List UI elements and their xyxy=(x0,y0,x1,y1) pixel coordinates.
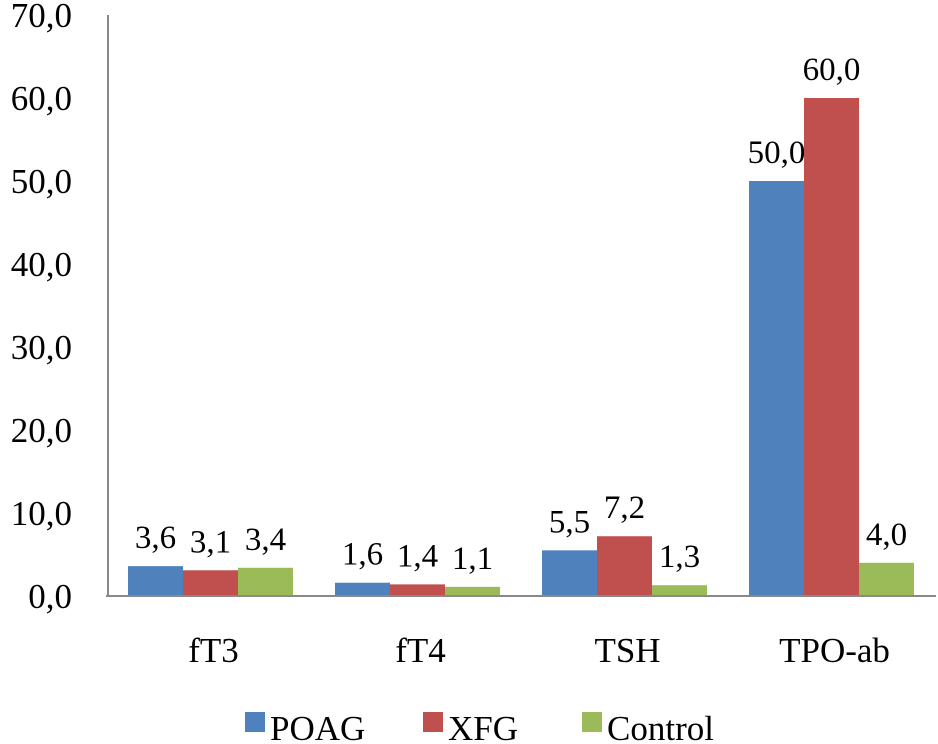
bar-control-ft3 xyxy=(238,567,293,596)
y-tick-label: 70,0 xyxy=(11,0,72,35)
bar-xfg-ft3 xyxy=(183,570,238,596)
data-label: 1,3 xyxy=(659,539,700,575)
x-tick-label: fT4 xyxy=(395,631,446,670)
y-tick-label: 50,0 xyxy=(11,162,72,201)
y-tick-label: 10,0 xyxy=(11,494,72,533)
x-tick-label: TPO-ab xyxy=(779,631,890,670)
legend-swatch-control xyxy=(582,712,602,732)
x-tick-label: fT3 xyxy=(188,631,239,670)
bar-poag-tpo-ab xyxy=(749,181,804,596)
x-tick-label: TSH xyxy=(594,631,660,670)
data-label: 7,2 xyxy=(604,490,645,526)
bar-xfg-tsh xyxy=(597,536,652,596)
legend-label: XFG xyxy=(448,709,518,744)
data-label: 3,4 xyxy=(245,522,286,558)
legend-swatch-xfg xyxy=(423,712,443,732)
data-label: 4,0 xyxy=(866,517,907,553)
data-label: 60,0 xyxy=(803,52,861,88)
bar-control-tpo-ab xyxy=(859,562,914,596)
y-tick-label: 40,0 xyxy=(11,245,72,284)
y-tick-label: 0,0 xyxy=(28,577,72,616)
y-tick-label: 20,0 xyxy=(11,411,72,450)
data-label: 3,1 xyxy=(190,524,231,560)
data-label: 3,6 xyxy=(135,520,176,556)
data-label: 50,0 xyxy=(748,135,806,171)
bar-poag-ft4 xyxy=(335,582,390,596)
bar-control-ft4 xyxy=(445,586,500,596)
legend-label: Control xyxy=(607,709,714,744)
legend-label: POAG xyxy=(270,709,365,744)
data-label: 1,1 xyxy=(452,541,493,577)
data-label: 5,5 xyxy=(549,504,590,540)
legend-swatch-poag xyxy=(245,712,265,732)
bar-xfg-tpo-ab xyxy=(804,98,859,596)
data-label: 1,6 xyxy=(342,537,383,573)
y-tick-label: 30,0 xyxy=(11,328,72,367)
bar-poag-tsh xyxy=(542,550,597,596)
bar-xfg-ft4 xyxy=(390,584,445,596)
bar-control-tsh xyxy=(652,585,707,596)
y-tick-label: 60,0 xyxy=(11,79,72,118)
data-label: 1,4 xyxy=(397,538,438,574)
bar-poag-ft3 xyxy=(128,566,183,596)
